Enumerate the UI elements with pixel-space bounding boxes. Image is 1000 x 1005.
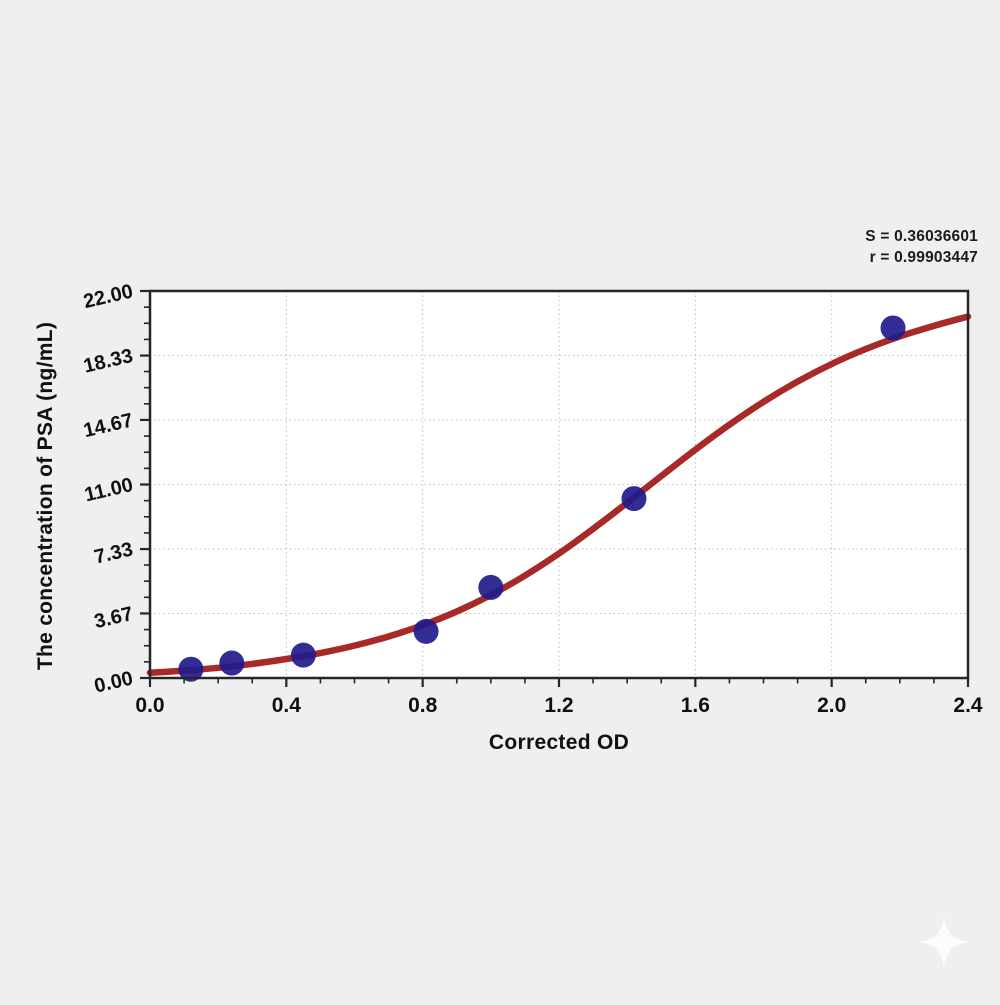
data-point-marker — [413, 618, 439, 644]
data-point-marker — [178, 656, 204, 682]
y-axis-tick-label: 14.67 — [81, 409, 135, 442]
x-axis-tick-label: 0.0 — [135, 694, 164, 717]
x-axis-title: Corrected OD — [488, 731, 630, 754]
x-axis-tick-label: 2.0 — [817, 694, 846, 717]
data-point-marker — [290, 642, 316, 668]
y-axis-tick-label: 7.33 — [92, 538, 135, 568]
data-point-marker — [478, 574, 504, 600]
y-axis-tick-label: 0.00 — [92, 667, 135, 697]
stat-s-value: S = 0.36036601 — [865, 228, 978, 245]
x-axis-tick-label: 2.4 — [953, 694, 983, 717]
y-axis-tick-label: 22.00 — [81, 280, 135, 313]
x-axis-tick-label: 0.4 — [272, 694, 302, 717]
y-axis-tick-label: 18.33 — [81, 345, 135, 378]
y-axis-tick-label: 11.00 — [82, 474, 135, 506]
fit-curve — [146, 313, 972, 676]
data-point-marker — [880, 315, 906, 341]
x-axis-tick-label: 1.2 — [544, 694, 573, 717]
stat-r-value: r = 0.99903447 — [869, 249, 978, 266]
y-axis-tick-label: 3.67 — [92, 603, 135, 633]
y-axis-title: The concentration of PSA (ng/mL) — [34, 321, 57, 671]
x-axis-tick-label: 0.8 — [408, 694, 438, 717]
data-point-marker — [621, 486, 647, 512]
x-axis-tick-label: 1.6 — [681, 694, 710, 717]
data-point-marker — [219, 650, 245, 676]
fit-statistics: S = 0.36036601 r = 0.99903447 — [865, 226, 978, 268]
